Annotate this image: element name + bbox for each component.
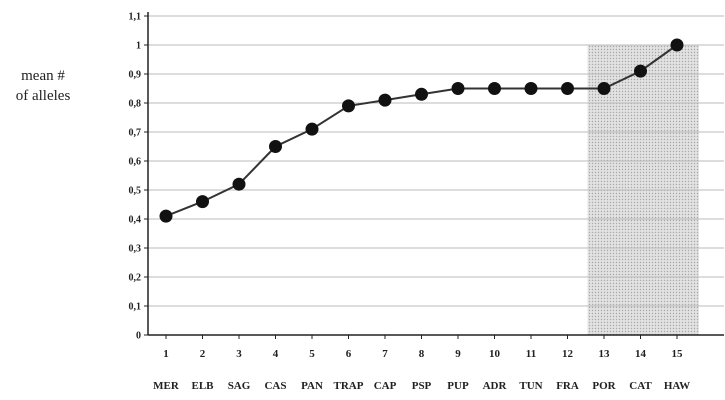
- y-tick-label: 0: [136, 331, 141, 342]
- category-label: ADR: [483, 380, 508, 392]
- data-point: [378, 93, 392, 107]
- data-point: [597, 82, 611, 95]
- data-point: [159, 209, 173, 223]
- category-label: CAT: [629, 380, 652, 392]
- data-point: [488, 82, 501, 95]
- y-tick-label: 1,1: [129, 12, 142, 23]
- data-point: [269, 140, 282, 153]
- x-tick-label: 1: [163, 348, 169, 360]
- y-tick-label: 0,5: [129, 186, 142, 197]
- data-point: [305, 122, 319, 136]
- y-tick-label: 0,9: [129, 70, 142, 81]
- category-label: TRAP: [334, 380, 364, 392]
- y-tick-label: 0,1: [129, 302, 142, 313]
- data-point: [670, 38, 684, 52]
- category-label: PUP: [447, 380, 469, 392]
- category-label: PSP: [412, 380, 432, 392]
- x-tick-label: 6: [346, 348, 352, 360]
- x-tick-label: 9: [455, 348, 461, 360]
- data-point: [524, 82, 538, 95]
- category-label: CAP: [374, 380, 397, 392]
- x-tick-label: 8: [419, 348, 425, 360]
- category-label: POR: [592, 380, 616, 392]
- x-tick-label: 11: [526, 348, 536, 360]
- data-point: [196, 195, 209, 209]
- x-tick-label: 2: [200, 348, 206, 360]
- data-point: [634, 64, 647, 78]
- data-point: [451, 82, 465, 95]
- y-tick-label: 1: [136, 41, 141, 52]
- x-tick-label: 7: [382, 348, 388, 360]
- x-tick-label: 15: [672, 348, 684, 360]
- y-axis-label: mean # of alleles: [2, 66, 84, 106]
- x-tick-label: 12: [562, 348, 574, 360]
- y-tick-label: 0,3: [129, 244, 142, 255]
- category-label: ELB: [191, 380, 214, 392]
- x-tick-label: 3: [236, 348, 242, 360]
- x-tick-label: 4: [273, 348, 279, 360]
- category-label: MER: [153, 380, 180, 392]
- y-axis-label-line-1: mean #: [21, 68, 65, 84]
- y-tick-label: 0,7: [129, 128, 142, 139]
- category-label: SAG: [228, 380, 251, 392]
- y-tick-label: 0,2: [129, 273, 142, 284]
- category-label: CAS: [264, 380, 286, 392]
- x-tick-label: 14: [635, 348, 647, 360]
- x-tick-label: 10: [489, 348, 501, 360]
- data-point: [232, 177, 246, 191]
- category-label: PAN: [301, 380, 323, 392]
- y-axis-label-line-2: of alleles: [15, 88, 71, 104]
- y-tick-label: 0,8: [129, 99, 142, 110]
- x-tick-label: 13: [599, 348, 611, 360]
- data-point: [415, 87, 428, 101]
- y-tick-label: 0,6: [129, 157, 142, 168]
- x-tick-label: 5: [309, 348, 315, 360]
- category-label: FRA: [556, 380, 579, 392]
- data-point: [561, 82, 574, 95]
- data-point: [342, 99, 355, 113]
- category-label: TUN: [519, 380, 542, 392]
- y-tick-label: 0,4: [129, 215, 142, 226]
- category-label: HAW: [664, 380, 690, 392]
